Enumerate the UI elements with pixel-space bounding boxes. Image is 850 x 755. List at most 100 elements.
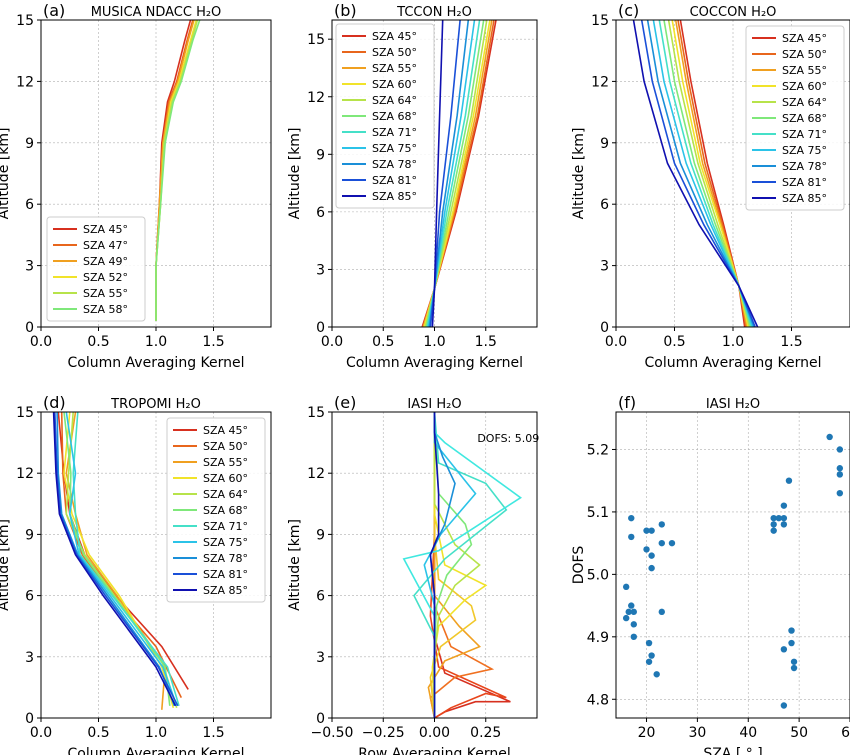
series-line bbox=[65, 412, 178, 707]
series-line bbox=[54, 412, 179, 707]
dofs-annotation: DOFS: 5.09 bbox=[477, 432, 539, 445]
x-axis-label: Column Averaging Kernel bbox=[644, 355, 821, 371]
legend-box bbox=[166, 417, 266, 603]
legend: SZA 45° SZA 47° SZA 49° SZA 52° SZA 55° SZA 5… bbox=[46, 216, 146, 322]
series-line bbox=[433, 412, 481, 718]
x-tick-label: 1.0 bbox=[145, 725, 167, 741]
legend-label: SZA 45° bbox=[782, 32, 827, 45]
panel-title: COCCON H₂O bbox=[690, 5, 777, 20]
x-tick-label: 1.0 bbox=[423, 334, 445, 350]
data-point bbox=[780, 646, 788, 653]
x-tick-label: 0.0 bbox=[30, 334, 52, 350]
legend-label: SZA 75° bbox=[372, 142, 417, 155]
data-point bbox=[658, 521, 665, 528]
y-tick-label: 3 bbox=[316, 262, 325, 278]
panel-letter: (c) bbox=[618, 1, 639, 20]
legend-label: SZA 68° bbox=[203, 504, 248, 517]
y-tick-label: 9 bbox=[25, 136, 34, 152]
legend: SZA 45° SZA 50° SZA 55° SZA 60° SZA 64° SZA 6… bbox=[166, 417, 266, 603]
data-point bbox=[643, 527, 650, 534]
y-tick-label: 12 bbox=[16, 466, 34, 482]
legend-label: SZA 81° bbox=[203, 568, 248, 581]
legend-label: SZA 50° bbox=[203, 440, 248, 453]
y-tick-label: 0 bbox=[316, 320, 325, 336]
panel-title: TROPOMI H₂O bbox=[110, 397, 201, 412]
panel-0: 0.0 0.5 1.0 1.5 0 3 6 9 12 15 Column Averaging Ker… bbox=[0, 1, 272, 371]
data-point bbox=[648, 564, 655, 572]
data-point bbox=[648, 552, 655, 559]
y-tick-label: 15 bbox=[591, 13, 609, 29]
data-point bbox=[790, 658, 798, 665]
y-tick-label: 9 bbox=[600, 136, 609, 152]
data-point bbox=[645, 658, 653, 665]
x-tick-label: 1.5 bbox=[202, 725, 224, 741]
data-point bbox=[836, 446, 844, 453]
legend-label: SZA 45° bbox=[372, 30, 417, 43]
legend-label: SZA 78° bbox=[782, 160, 827, 173]
y-tick-label: 9 bbox=[25, 527, 34, 543]
panel-title: IASI H₂O bbox=[407, 397, 461, 412]
panel-letter: (a) bbox=[43, 1, 65, 20]
y-tick-label: 0 bbox=[600, 320, 609, 336]
legend-label: SZA 81° bbox=[782, 176, 827, 189]
data-point bbox=[645, 639, 653, 647]
series-line bbox=[155, 20, 201, 321]
legend-label: SZA 50° bbox=[782, 48, 827, 61]
legend-label: SZA 55° bbox=[372, 62, 417, 75]
y-tick-label: 5.0 bbox=[587, 567, 609, 583]
series-line bbox=[72, 412, 180, 707]
data-point bbox=[780, 521, 788, 528]
y-tick-label: 6 bbox=[316, 205, 325, 221]
data-point bbox=[836, 471, 844, 478]
plot-area bbox=[421, 20, 497, 327]
x-axis-label: Column Averaging Kernel bbox=[346, 355, 523, 371]
panel-1: 0.0 0.5 1.0 1.5 0 3 6 9 12 15 Column Averaging Ker… bbox=[287, 1, 538, 371]
legend-label: SZA 68° bbox=[782, 112, 827, 125]
series-line bbox=[402, 412, 523, 718]
y-tick-label: 4.8 bbox=[587, 692, 609, 708]
legend-label: SZA 60° bbox=[372, 78, 417, 91]
x-tick-label: 0.0 bbox=[30, 725, 52, 741]
y-tick-label: 12 bbox=[591, 74, 609, 90]
series-line bbox=[155, 20, 199, 321]
data-point bbox=[770, 527, 777, 534]
data-point bbox=[630, 633, 638, 641]
x-tick-label: 1.5 bbox=[475, 334, 497, 350]
legend-label: SZA 64° bbox=[372, 94, 417, 107]
y-tick-label: 12 bbox=[16, 74, 34, 90]
panel-2: 0.0 0.5 1.0 1.5 0 3 6 9 12 15 Column Averaging Ker… bbox=[571, 1, 850, 371]
series-line bbox=[413, 412, 508, 718]
x-tick-label: 0.0 bbox=[321, 334, 343, 350]
data-point bbox=[790, 664, 798, 672]
x-axis-label: SZA [ ° ] bbox=[703, 746, 762, 755]
x-tick-label: 1.0 bbox=[145, 334, 167, 350]
data-point bbox=[788, 627, 795, 634]
x-tick-label: 1.5 bbox=[202, 334, 224, 350]
panel-3: 0.0 0.5 1.0 1.5 0 3 6 9 12 15 Column Averaging Ker… bbox=[0, 393, 272, 755]
y-tick-label: 12 bbox=[307, 466, 325, 482]
x-axis-label: Column Averaging Kernel bbox=[67, 355, 244, 371]
legend-label: SZA 85° bbox=[782, 192, 827, 205]
x-tick-label: 40 bbox=[739, 725, 757, 741]
legend-label: SZA 45° bbox=[203, 424, 248, 437]
legend-label: SZA 60° bbox=[203, 472, 248, 485]
x-tick-label: 0.0 bbox=[605, 334, 627, 350]
y-tick-label: 3 bbox=[600, 259, 609, 275]
panel-letter: (f) bbox=[618, 393, 636, 412]
legend-label: SZA 78° bbox=[372, 158, 417, 171]
data-point bbox=[648, 527, 655, 534]
y-tick-label: 15 bbox=[307, 32, 325, 48]
y-tick-label: 0 bbox=[25, 320, 34, 336]
x-tick-label: 1.0 bbox=[722, 334, 744, 350]
panel-5: 20 30 40 50 60 4.8 4.9 5.0 5.1 5.2 SZA [ ° ] DOFS (f… bbox=[571, 393, 850, 755]
series-line bbox=[56, 412, 176, 707]
legend-label: SZA 55° bbox=[203, 456, 248, 469]
plot-area bbox=[155, 20, 201, 321]
legend-label: SZA 71° bbox=[203, 520, 248, 533]
legend-label: SZA 85° bbox=[203, 584, 248, 597]
x-tick-label: −0.25 bbox=[362, 725, 405, 741]
y-tick-label: 4.9 bbox=[587, 630, 609, 646]
y-tick-label: 5.2 bbox=[587, 442, 609, 458]
x-tick-label: 30 bbox=[688, 725, 706, 741]
panel-title: IASI H₂O bbox=[706, 397, 760, 412]
